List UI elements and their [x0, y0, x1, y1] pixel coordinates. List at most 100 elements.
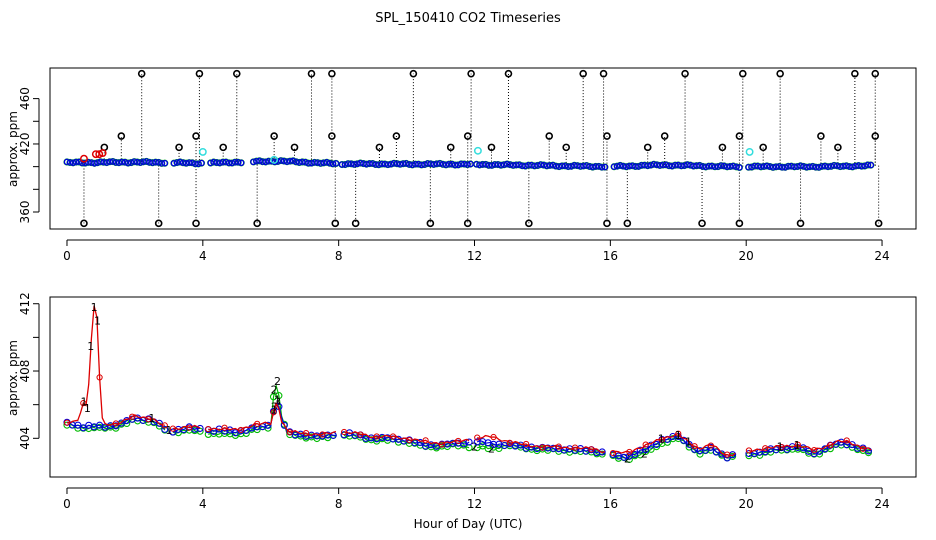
- baseline-point-blue: [311, 159, 318, 166]
- series-1-marker-label: 1: [274, 394, 281, 407]
- baseline-point-blue: [803, 163, 810, 171]
- outlier-mid-point: [562, 143, 571, 152]
- top-x-tick-label: 24: [874, 249, 889, 263]
- outlier-low-point: [525, 219, 533, 228]
- outlier-high-point: [738, 69, 747, 78]
- bottom-y-axis: 404 408 412: [18, 292, 40, 450]
- outlier-mid-point: [446, 143, 455, 152]
- baseline-point-blue: [836, 163, 844, 170]
- baseline-point-blue: [571, 162, 578, 169]
- series-1-point: [506, 439, 513, 446]
- series-1-point: [319, 431, 326, 438]
- baseline-point-blue: [745, 163, 752, 171]
- series-1-point: [96, 374, 103, 381]
- baseline-point-blue: [286, 157, 294, 165]
- baseline-point-blue: [451, 161, 459, 169]
- baseline-point-blue: [231, 158, 239, 166]
- series-1-marker-label: 1: [148, 412, 155, 425]
- baseline-point-blue: [479, 161, 486, 168]
- bottom-x-tick-label: 12: [467, 497, 482, 511]
- outlier-low-point: [796, 219, 805, 228]
- baseline-point-blue: [650, 160, 658, 168]
- outlier-low-point: [351, 219, 360, 228]
- outlier-high-point: [599, 69, 608, 78]
- series-1-line: [66, 305, 165, 427]
- bottom-y-tick-label: 408: [18, 360, 32, 383]
- outlier-mid-point: [759, 143, 767, 152]
- baseline-point-blue: [418, 161, 425, 169]
- outlier-low-point: [331, 219, 340, 228]
- top-y-tick-label: 360: [18, 201, 32, 224]
- baseline-point-blue: [558, 162, 566, 170]
- baseline-point-blue: [531, 162, 538, 170]
- baseline-point-blue: [797, 162, 804, 170]
- baseline-point-blue: [85, 159, 92, 166]
- baseline-point-blue: [867, 161, 875, 169]
- top-x-tick-label: 4: [199, 249, 207, 263]
- baseline-point-blue: [546, 162, 554, 169]
- outlier-low-point: [154, 219, 163, 228]
- baseline-point-blue: [736, 164, 743, 171]
- top-y-axis: 360 420 460: [18, 87, 40, 224]
- series-1-point: [827, 442, 834, 449]
- bottom-plot-frame: [49, 296, 917, 478]
- outlier-low-point: [80, 219, 88, 228]
- series-3-point: [696, 447, 704, 455]
- baseline-point-blue: [812, 163, 820, 171]
- series-1-point: [523, 440, 530, 448]
- outlier-high-point: [328, 69, 336, 78]
- baseline-point-blue: [396, 160, 404, 168]
- series-3-line: [748, 441, 872, 455]
- baseline-point-blue: [329, 160, 337, 168]
- series-1-point: [762, 445, 769, 452]
- series-1-point: [270, 409, 277, 416]
- baseline-point-blue: [598, 163, 606, 171]
- baseline-point-blue: [785, 162, 792, 170]
- baseline-point-blue: [555, 163, 563, 170]
- baseline-point-blue: [390, 159, 398, 167]
- series-1-marker-label: 1: [685, 436, 692, 449]
- x-axis-label: Hour of Day (UTC): [414, 517, 523, 531]
- series-1-marker-label: 1: [87, 340, 94, 353]
- baseline-point-blue: [234, 158, 242, 166]
- outlier-mid-point: [718, 143, 727, 152]
- series-3-point: [416, 438, 424, 447]
- top-x-tick-label: 20: [739, 249, 754, 263]
- series-1-point: [112, 420, 119, 427]
- series-3-marker-label: 3: [271, 400, 278, 413]
- series-1-point: [169, 425, 177, 432]
- series-1-marker-label: 1: [271, 404, 278, 417]
- baseline-point-blue: [78, 159, 86, 167]
- series-2-point: [275, 392, 283, 400]
- outlier-mid-point: [270, 132, 278, 140]
- series-1-point: [859, 445, 867, 452]
- baseline-point-blue: [161, 159, 169, 167]
- baseline-point-blue: [723, 163, 731, 171]
- series-1-point: [745, 447, 753, 454]
- baseline-point-blue: [858, 162, 865, 170]
- bottom-x-tick-label: 16: [603, 497, 618, 511]
- top-plot-marks: [63, 69, 883, 228]
- red-point: [98, 149, 107, 157]
- baseline-point-blue: [525, 161, 532, 169]
- baseline-point-blue: [690, 162, 697, 170]
- baseline-point-blue: [412, 160, 419, 168]
- series-1-point: [129, 413, 136, 420]
- baseline-point-blue: [632, 163, 639, 170]
- baseline-point-blue: [824, 163, 832, 170]
- outlier-mid-point: [834, 143, 842, 152]
- baseline-point-blue: [665, 162, 673, 170]
- baseline-point-blue: [424, 160, 431, 167]
- outlier-mid-point: [463, 132, 472, 140]
- baseline-point-blue: [130, 158, 138, 166]
- bottom-x-tick-label: 0: [63, 497, 71, 511]
- baseline-point-blue: [442, 161, 450, 169]
- series-3-point: [112, 422, 120, 430]
- baseline-point-blue: [757, 163, 765, 171]
- series-2-marker-label: 2: [471, 441, 478, 454]
- series-1-point: [389, 433, 397, 440]
- outlier-low-point: [603, 219, 611, 228]
- baseline-point-blue: [809, 163, 817, 170]
- baseline-point-blue: [305, 159, 312, 167]
